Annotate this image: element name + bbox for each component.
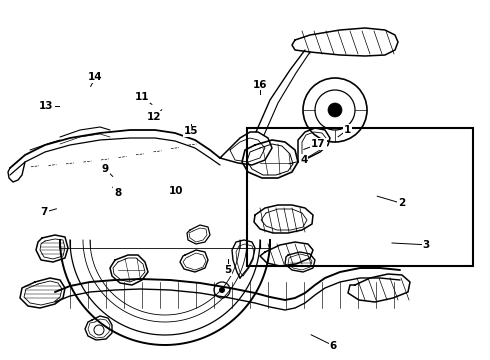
Text: 12: 12 (147, 112, 162, 122)
Circle shape (219, 287, 225, 293)
Text: 9: 9 (102, 164, 109, 174)
Text: 10: 10 (169, 186, 184, 196)
Text: 11: 11 (135, 92, 149, 102)
Text: 1: 1 (344, 125, 351, 135)
Text: 4: 4 (300, 155, 308, 165)
Circle shape (328, 103, 342, 117)
Text: 14: 14 (88, 72, 103, 82)
Text: 16: 16 (252, 80, 267, 90)
Text: 5: 5 (224, 265, 231, 275)
Text: 8: 8 (114, 188, 121, 198)
Text: 2: 2 (398, 198, 405, 208)
Text: 3: 3 (423, 240, 430, 250)
Text: 13: 13 (39, 101, 54, 111)
Text: 6: 6 (330, 341, 337, 351)
Bar (247, 128, 473, 266)
Text: 17: 17 (311, 139, 326, 149)
Text: 7: 7 (40, 207, 48, 217)
Text: 15: 15 (184, 126, 198, 136)
